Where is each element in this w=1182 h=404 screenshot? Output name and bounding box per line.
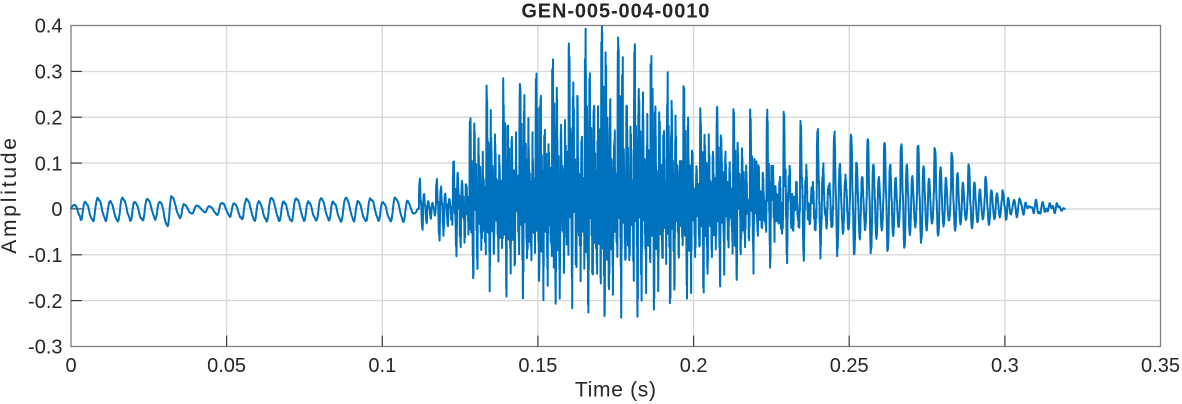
svg-text:0: 0 [51, 199, 62, 221]
svg-text:0.25: 0.25 [830, 355, 869, 377]
svg-text:-0.3: -0.3 [28, 337, 62, 359]
svg-text:-0.1: -0.1 [28, 245, 62, 267]
svg-text:0.1: 0.1 [35, 153, 63, 175]
svg-text:GEN-005-004-0010: GEN-005-004-0010 [521, 1, 710, 23]
svg-text:Time (s): Time (s) [575, 379, 657, 402]
svg-text:Amplitude: Amplitude [0, 135, 21, 254]
svg-text:0.15: 0.15 [518, 355, 557, 377]
svg-text:0.2: 0.2 [35, 107, 63, 129]
svg-text:0: 0 [65, 355, 76, 377]
svg-text:0.35: 0.35 [1141, 355, 1180, 377]
svg-text:0.05: 0.05 [207, 355, 246, 377]
svg-text:0.3: 0.3 [35, 62, 63, 84]
svg-text:0.2: 0.2 [680, 355, 708, 377]
svg-text:0.4: 0.4 [35, 16, 63, 38]
svg-text:-0.2: -0.2 [28, 291, 62, 313]
svg-text:0.1: 0.1 [368, 355, 396, 377]
svg-text:0.3: 0.3 [991, 355, 1019, 377]
